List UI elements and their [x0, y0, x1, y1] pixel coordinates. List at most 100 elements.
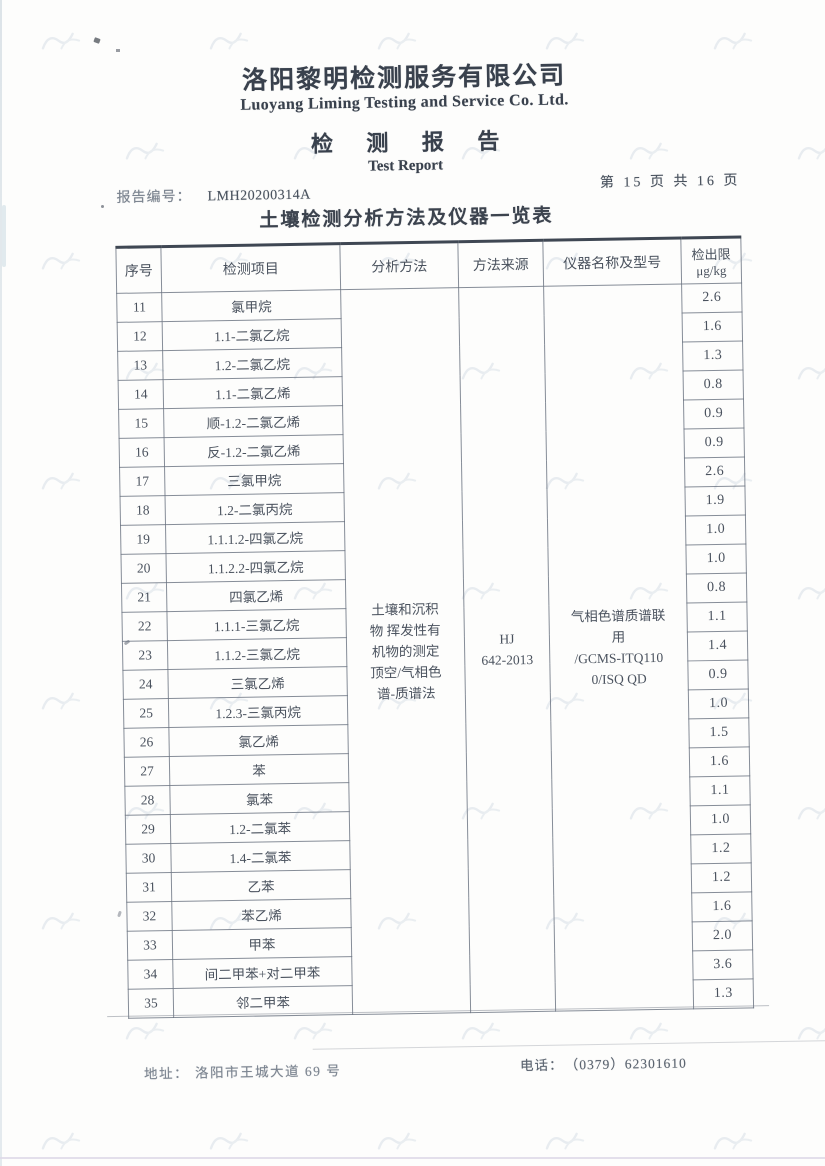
watermark-glyph — [625, 132, 676, 172]
cell-item: 1.1.1.2-四氯乙烷 — [165, 521, 345, 554]
cell-item: 苯乙烯 — [171, 898, 352, 931]
watermark-glyph — [541, 462, 592, 502]
footer-phone-label: 电话： — [519, 1057, 564, 1074]
cell-limit: 1.5 — [688, 717, 750, 748]
scan-left-edge — [0, 0, 2, 1166]
watermark-glyph — [121, 1012, 172, 1052]
watermark-glyph — [205, 1122, 256, 1162]
watermark-glyph — [625, 572, 676, 612]
cell-limit: 1.0 — [685, 514, 746, 545]
cell-limit: 1.6 — [689, 746, 750, 777]
report-number-value: LMH20200314A — [207, 187, 311, 205]
cell-limit: 1.6 — [682, 311, 743, 342]
col-header-item: 检测项目 — [160, 243, 341, 293]
cell-item: 氯甲烷 — [161, 289, 342, 322]
cell-limit: 2.6 — [681, 283, 743, 313]
cell-no: 24 — [122, 669, 169, 700]
cell-no: 16 — [119, 437, 165, 468]
scan-smudge — [2, 205, 6, 267]
watermark-glyph — [289, 352, 340, 392]
watermark-glyph — [625, 792, 676, 832]
methods-table: 序号 检测项目 分析方法 方法来源 仪器名称及型号 检出限 μg/kg 11 氯甲… — [115, 236, 754, 1019]
watermark-glyph — [205, 22, 256, 62]
page-indicator: 第 15 页 共 16 页 — [599, 173, 741, 191]
report-number-line: 报告编号： LMH20200314A — [116, 184, 311, 207]
watermark-glyph — [205, 682, 256, 722]
watermark-glyph — [37, 682, 88, 722]
footer-address-value: 洛阳市王城大道 69 号 — [194, 1063, 342, 1081]
cell-limit: 1.3 — [693, 978, 754, 1009]
watermark-glyph — [457, 792, 508, 832]
cell-no: 23 — [122, 640, 168, 671]
cell-limit: 0.9 — [683, 427, 745, 458]
cell-no: 29 — [125, 814, 171, 845]
watermark-glyph — [709, 22, 760, 62]
cell-instrument: 气相色谱质谱联 用 /GCMS-ITQ110 0/ISQ QD — [543, 283, 694, 1012]
footer-separator-line — [312, 1039, 825, 1050]
cell-limit: 2.6 — [684, 456, 745, 487]
cell-item: 顺-1.2-二氯乙烯 — [163, 405, 344, 438]
cell-no: 14 — [118, 379, 164, 410]
cell-item: 1.2.3-三氯丙烷 — [168, 695, 348, 728]
ink-speck — [101, 205, 104, 208]
cell-limit: 1.2 — [690, 833, 752, 864]
watermark-glyph — [121, 572, 172, 612]
cell-limit: 1.4 — [687, 630, 748, 661]
watermark-glyph — [541, 902, 592, 942]
cell-item: 三氯乙烯 — [167, 666, 348, 699]
watermark-glyph — [205, 462, 256, 502]
cell-no: 21 — [121, 582, 167, 613]
cell-no: 11 — [116, 292, 163, 323]
scan-bottom-edge — [0, 1157, 825, 1159]
watermark-glyph — [373, 22, 424, 62]
watermark-glyph — [625, 1012, 676, 1052]
cell-item: 三氯甲烷 — [164, 463, 344, 496]
watermark-glyph — [121, 792, 172, 832]
cell-no: 20 — [120, 553, 167, 584]
watermark-glyph — [121, 132, 172, 172]
watermark-glyph — [289, 132, 340, 172]
cell-item: 氯乙烯 — [168, 724, 349, 757]
watermark-glyph — [709, 1122, 760, 1162]
col-header-no: 序号 — [115, 246, 162, 294]
cell-item: 1.1.2.2-四氯乙烷 — [165, 550, 346, 583]
cell-item: 苯 — [169, 753, 349, 786]
cell-no: 32 — [126, 901, 173, 932]
cell-item: 四氯乙烯 — [166, 579, 346, 612]
cell-limit: 0.9 — [687, 659, 749, 690]
cell-no: 33 — [127, 930, 173, 961]
cell-no: 19 — [120, 524, 166, 555]
cell-no: 30 — [125, 843, 172, 874]
cell-no: 17 — [119, 466, 166, 497]
cell-item: 1.1.2-三氯乙烷 — [167, 637, 347, 670]
watermark-glyph — [373, 1122, 424, 1162]
watermark-glyph — [625, 352, 676, 392]
cell-limit: 3.6 — [692, 949, 754, 980]
watermark-glyph — [541, 242, 592, 282]
watermark-glyph — [541, 22, 592, 62]
cell-method-source: HJ 642-2013 — [458, 286, 556, 1013]
cell-no: 34 — [127, 959, 174, 990]
cell-analysis-method: 土壤和沉积 物 挥发性有 机物的测定 顶空/气相色 谱-质谱法 — [340, 287, 471, 1015]
watermark-glyph — [457, 352, 508, 392]
cell-item: 1.1.1-三氯乙烷 — [166, 608, 347, 641]
cell-no: 35 — [128, 988, 174, 1019]
cell-item: 乙苯 — [171, 869, 351, 902]
watermark-glyph — [289, 1012, 340, 1052]
cell-item: 甲苯 — [172, 927, 352, 960]
watermark-glyph — [457, 132, 508, 172]
watermark-glyph — [457, 572, 508, 612]
cell-item: 1.2-二氯乙烷 — [162, 347, 343, 380]
watermark-glyph — [373, 242, 424, 282]
cell-limit: 1.0 — [690, 804, 751, 835]
watermark-glyph — [121, 352, 172, 392]
cell-no: 15 — [118, 408, 165, 439]
cell-no: 28 — [124, 785, 171, 816]
cell-limit: 0.8 — [686, 572, 747, 603]
watermark-glyph — [37, 1122, 88, 1162]
watermark-glyph — [289, 792, 340, 832]
footer-address-label: 地址： — [143, 1065, 190, 1082]
watermark-glyph — [457, 1012, 508, 1052]
